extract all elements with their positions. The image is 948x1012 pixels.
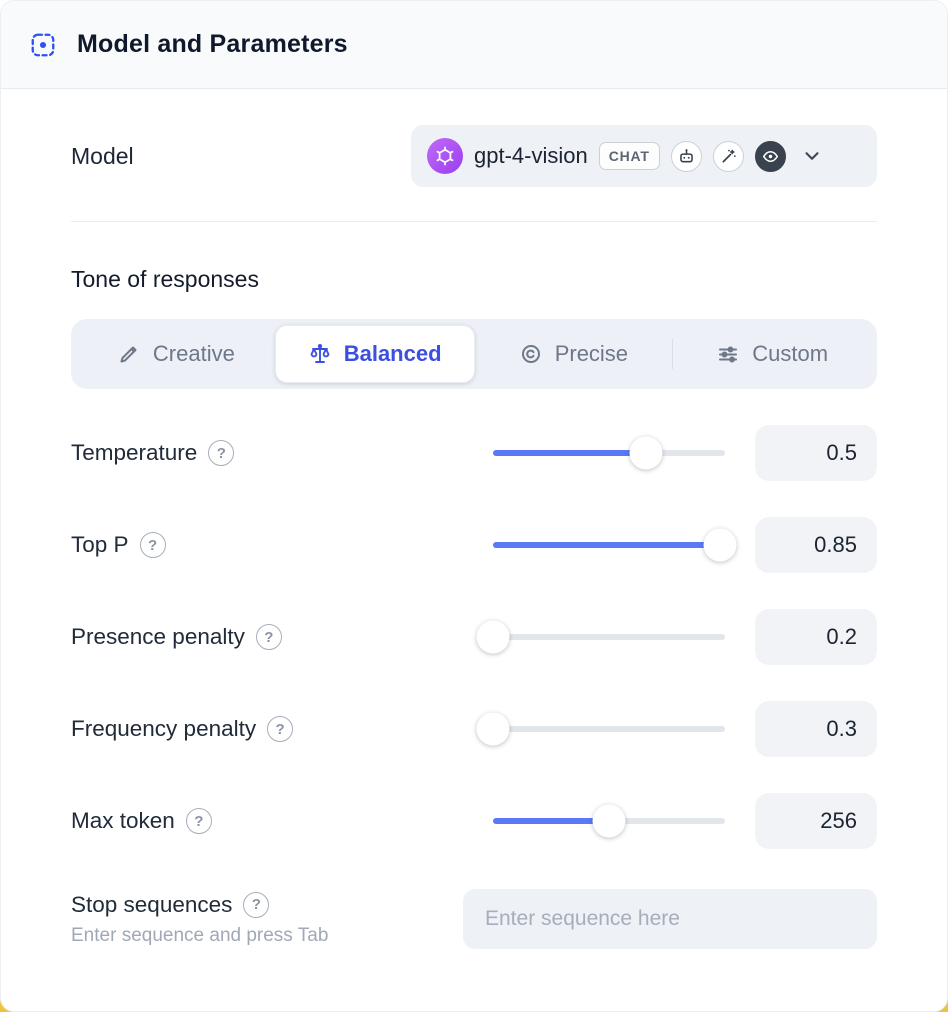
tone-heading: Tone of responses xyxy=(71,266,259,292)
param-label-wrap: Top P ? xyxy=(71,532,493,558)
tone-segmented-control: Creative Balanced Prec xyxy=(71,319,877,389)
selected-model-name: gpt-4-vision xyxy=(474,143,588,168)
model-label: Model xyxy=(71,142,134,169)
temperature-row: Temperature ? 0.5 xyxy=(71,425,877,481)
slider-fill xyxy=(493,542,721,548)
stop-sequences-hint: Enter sequence and press Tab xyxy=(71,924,329,946)
top-p-label: Top P xyxy=(71,532,129,557)
model-parameters-icon xyxy=(29,31,57,59)
segmented-divider xyxy=(672,339,674,369)
help-glyph: ? xyxy=(194,812,204,830)
slider-thumb[interactable] xyxy=(476,620,510,654)
tone-option-label: Balanced xyxy=(343,341,442,366)
assistant-robot-icon xyxy=(670,140,702,172)
presence-penalty-label: Presence penalty xyxy=(71,624,245,649)
param-label-wrap: Temperature ? xyxy=(71,440,493,466)
help-icon[interactable]: ? xyxy=(267,716,294,742)
help-icon[interactable]: ? xyxy=(243,891,270,918)
chevron-down-icon xyxy=(801,145,823,167)
help-glyph: ? xyxy=(264,628,274,646)
stop-sequences-row: Stop sequences ? Enter sequence and pres… xyxy=(71,889,877,949)
presence-penalty-value: 0.2 xyxy=(755,609,877,665)
param-label-wrap: Max token ? xyxy=(71,808,493,834)
model-type-badge: CHAT xyxy=(598,142,660,170)
param-label-wrap: Frequency penalty ? xyxy=(71,716,493,742)
help-glyph: ? xyxy=(251,896,261,913)
vision-icon xyxy=(754,140,786,172)
stop-sequences-label: Stop sequences xyxy=(71,891,233,917)
max-token-label: Max token xyxy=(71,808,175,833)
slider-thumb[interactable] xyxy=(703,528,737,562)
help-icon[interactable]: ? xyxy=(139,532,166,558)
openai-logo-icon xyxy=(427,138,463,174)
tone-option-label: Custom xyxy=(752,341,829,366)
frequency-penalty-slider[interactable] xyxy=(476,712,725,746)
panel-header: Model and Parameters xyxy=(1,1,947,89)
section-divider xyxy=(71,221,877,222)
param-label-wrap: Presence penalty ? xyxy=(71,624,493,650)
temperature-value: 0.5 xyxy=(755,425,877,481)
temperature-label: Temperature xyxy=(71,440,198,465)
stop-label-line: Stop sequences ? xyxy=(71,891,463,918)
stop-sequences-input[interactable] xyxy=(463,889,877,949)
frequency-penalty-row: Frequency penalty ? 0.3 xyxy=(71,701,877,757)
tone-option-creative[interactable]: Creative xyxy=(77,325,275,383)
help-icon[interactable]: ? xyxy=(185,808,212,834)
tone-option-balanced[interactable]: Balanced xyxy=(274,325,475,383)
scales-icon xyxy=(310,344,330,363)
panel-content: Model gpt-4-vision CHAT xyxy=(1,125,947,949)
panel-title: Model and Parameters xyxy=(77,30,348,58)
top-p-value: 0.85 xyxy=(755,517,877,573)
model-select-dropdown[interactable]: gpt-4-vision CHAT xyxy=(411,125,877,187)
help-glyph: ? xyxy=(275,720,285,738)
help-glyph: ? xyxy=(147,536,158,554)
paintbrush-icon xyxy=(120,346,137,363)
max-token-row: Max token ? 256 xyxy=(71,793,877,849)
sliders-icon xyxy=(719,346,738,363)
top-p-row: Top P ? 0.85 xyxy=(71,517,877,573)
top-p-slider[interactable] xyxy=(493,528,737,562)
tone-option-label: Creative xyxy=(152,341,235,366)
max-token-slider[interactable] xyxy=(493,804,725,838)
max-token-value: 256 xyxy=(755,793,877,849)
frequency-penalty-label: Frequency penalty xyxy=(71,716,257,741)
slider-fill xyxy=(493,818,609,824)
slider-fill xyxy=(493,450,647,456)
presence-penalty-row: Presence penalty ? 0.2 xyxy=(71,609,877,665)
presence-penalty-slider[interactable] xyxy=(476,620,725,654)
tone-option-label: Precise xyxy=(554,341,629,366)
magic-wand-icon xyxy=(712,140,744,172)
slider-thumb[interactable] xyxy=(476,712,510,746)
stop-sequences-label-block: Stop sequences ? Enter sequence and pres… xyxy=(71,891,463,947)
help-glyph: ? xyxy=(216,444,226,462)
temperature-slider[interactable] xyxy=(493,436,725,470)
target-icon xyxy=(521,345,540,363)
tone-option-custom[interactable]: Custom xyxy=(673,325,871,383)
slider-thumb[interactable] xyxy=(592,804,626,838)
tone-option-precise[interactable]: Precise xyxy=(475,325,673,383)
help-icon[interactable]: ? xyxy=(208,440,235,466)
frequency-penalty-value: 0.3 xyxy=(755,701,877,757)
slider-thumb[interactable] xyxy=(629,436,663,470)
help-icon[interactable]: ? xyxy=(255,624,282,650)
model-row: Model gpt-4-vision CHAT xyxy=(71,125,877,187)
